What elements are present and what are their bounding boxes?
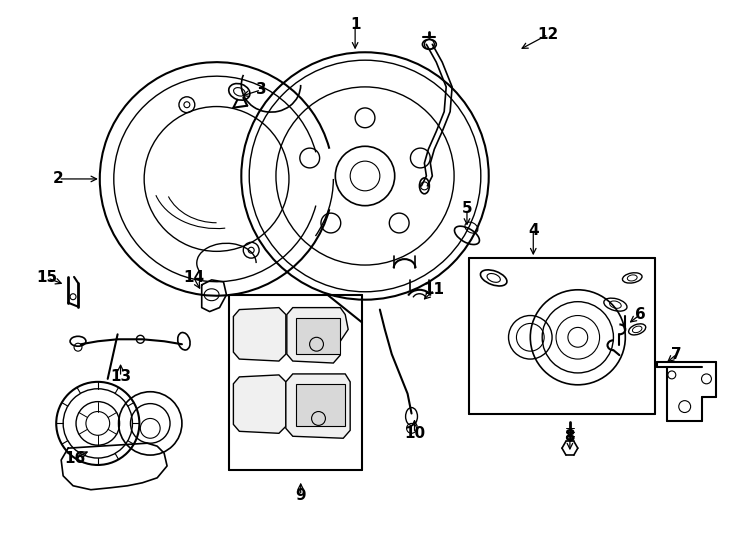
Text: 5: 5 — [462, 201, 472, 216]
Text: 1: 1 — [350, 17, 360, 32]
Polygon shape — [296, 318, 341, 354]
Polygon shape — [287, 308, 348, 363]
Text: 7: 7 — [672, 347, 682, 362]
Text: 11: 11 — [424, 282, 445, 298]
Text: 8: 8 — [564, 429, 575, 444]
Text: 2: 2 — [53, 171, 64, 186]
Text: 15: 15 — [37, 271, 58, 286]
Text: 4: 4 — [528, 223, 539, 238]
Text: 9: 9 — [295, 488, 306, 503]
Text: 16: 16 — [65, 450, 86, 465]
Polygon shape — [296, 384, 345, 427]
Polygon shape — [286, 374, 350, 438]
Text: 13: 13 — [110, 369, 131, 384]
Text: 3: 3 — [255, 83, 266, 97]
Text: 10: 10 — [404, 426, 425, 441]
Text: 12: 12 — [537, 27, 559, 42]
Text: 14: 14 — [184, 271, 204, 286]
Polygon shape — [233, 308, 286, 361]
Text: 6: 6 — [635, 307, 645, 322]
Polygon shape — [233, 375, 286, 433]
